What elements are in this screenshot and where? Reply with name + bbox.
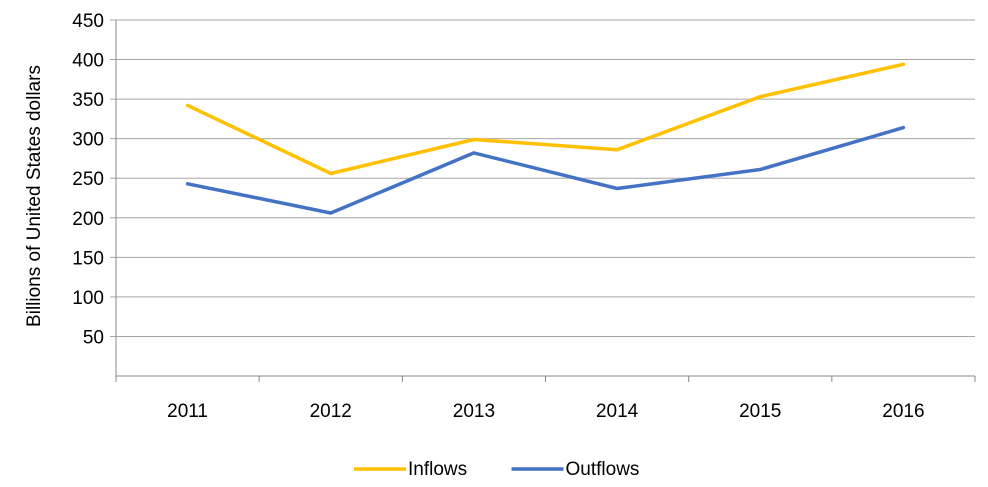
y-tick-label: 450 [72,11,104,32]
x-tick-labels: 2011 2012 2013 2014 2015 2016 [115,376,976,422]
y-tick-label: 100 [72,288,104,309]
legend-label-outflows: Outflows [566,459,640,480]
y-tick-labels: 50 100 150 200 250 300 350 400 450 [72,11,104,348]
series [185,62,906,215]
gridlines [110,19,975,337]
y-axis-title: Billions of United States dollars [24,65,45,327]
series-line-inflows [185,62,906,176]
legend: Inflows Outflows [354,459,639,480]
x-tick-label: 2013 [453,401,495,422]
legend-label-inflows: Inflows [408,459,467,480]
y-tick-label: 250 [72,169,104,190]
y-tick-label: 150 [72,248,104,269]
y-tick-label: 300 [72,130,104,151]
x-tick-label: 2014 [596,401,639,422]
x-tick-label: 2011 [167,401,208,422]
y-tick-label: 50 [83,327,104,348]
axes [115,20,975,377]
x-tick-label: 2016 [882,401,924,422]
y-tick-label: 200 [72,209,104,230]
y-tick-label: 400 [72,51,104,72]
x-tick-label: 2012 [310,401,352,422]
series-line-outflows [185,125,906,215]
x-tick-label: 2015 [739,401,781,422]
y-tick-label: 350 [72,90,104,111]
